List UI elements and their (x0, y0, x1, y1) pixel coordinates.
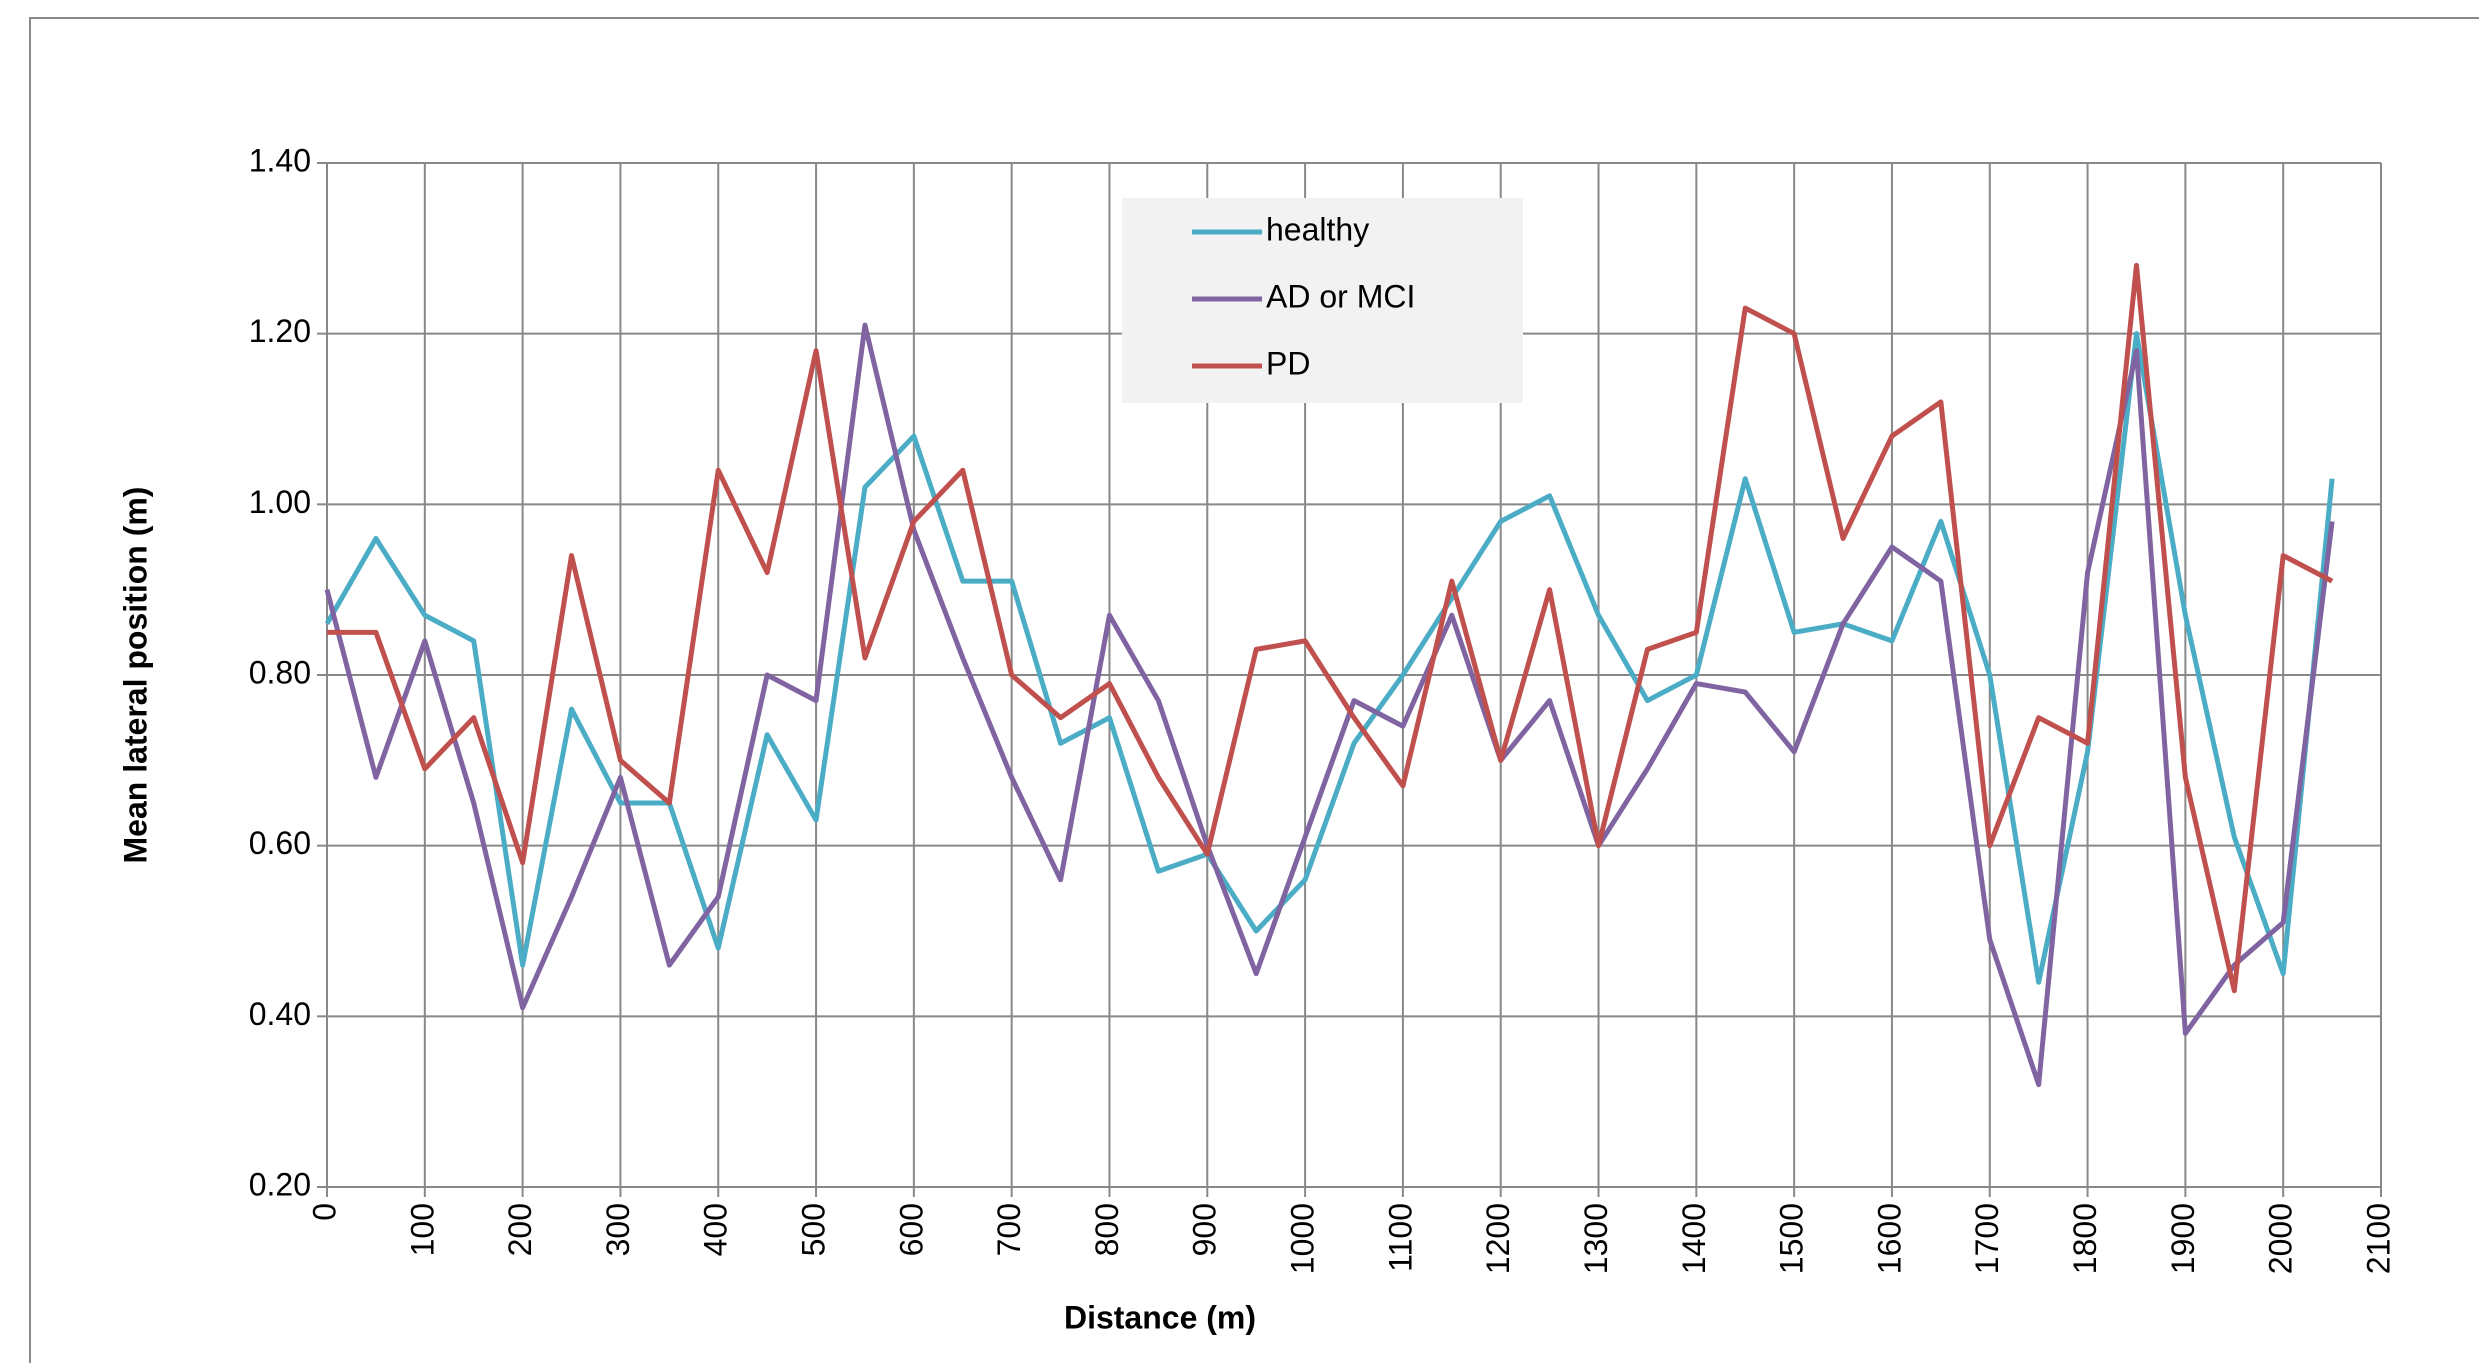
y-axis-label: Mean lateral position (m) (117, 487, 153, 864)
y-tick-label: 0.40 (249, 996, 311, 1032)
x-tick-label: 1500 (1774, 1203, 1810, 1274)
legend-label: healthy (1266, 211, 1369, 247)
x-tick-label: 300 (600, 1203, 636, 1256)
x-tick-label: 200 (502, 1203, 538, 1256)
y-tick-label: 0.80 (249, 654, 311, 690)
x-tick-label: 1300 (1578, 1203, 1614, 1274)
y-tick-label: 0.60 (249, 825, 311, 861)
y-tick-label: 0.20 (249, 1166, 311, 1202)
x-tick-label: 800 (1089, 1203, 1125, 1256)
x-tick-label: 1200 (1480, 1203, 1516, 1274)
x-tick-label: 0 (306, 1203, 342, 1221)
x-tick-label: 2000 (2263, 1203, 2299, 1274)
x-tick-label: 1700 (1969, 1203, 2005, 1274)
series-line (327, 262, 2334, 994)
legend-label: AD or MCI (1266, 278, 1415, 314)
x-tick-label: 2100 (2360, 1203, 2396, 1274)
x-tick-label: 1900 (2165, 1203, 2201, 1274)
x-tick-label: 900 (1187, 1203, 1223, 1256)
legend-label: PD (1266, 345, 1310, 381)
x-tick-label: 500 (796, 1203, 832, 1256)
series-line (324, 322, 2335, 1088)
x-axis-label: Distance (m) (1064, 1299, 1256, 1335)
x-tick-label: 1600 (1871, 1203, 1907, 1274)
x-tick-label: 600 (893, 1203, 929, 1256)
series-line (324, 331, 2335, 985)
legend-box (1122, 198, 1523, 403)
x-tick-label: 1000 (1285, 1203, 1321, 1274)
y-tick-label: 1.20 (249, 313, 311, 349)
x-tick-label: 400 (698, 1203, 734, 1256)
x-tick-label: 700 (991, 1203, 1027, 1256)
x-tick-label: 1400 (1676, 1203, 1712, 1274)
x-tick-label: 1100 (1382, 1203, 1418, 1272)
y-tick-label: 1.00 (249, 484, 311, 520)
y-tick-label: 1.40 (249, 142, 311, 178)
x-tick-label: 100 (404, 1203, 440, 1256)
x-tick-label: 1800 (2067, 1203, 2103, 1274)
chart-border (29, 17, 2479, 1368)
